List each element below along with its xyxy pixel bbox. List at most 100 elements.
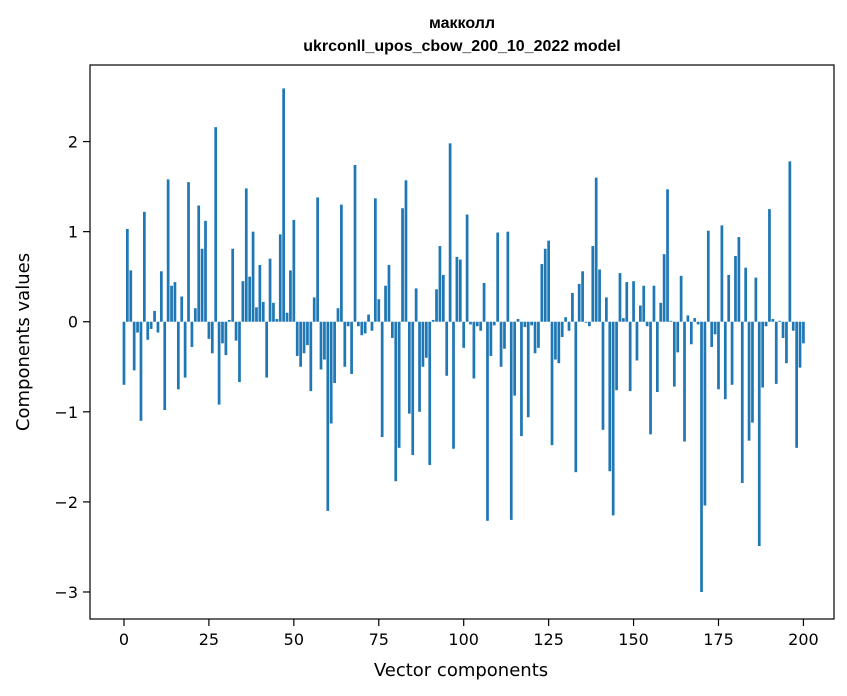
- bar: [129, 270, 133, 322]
- bar: [265, 321, 269, 378]
- bar: [734, 255, 737, 322]
- bar: [350, 321, 353, 374]
- bar: [377, 299, 381, 322]
- bar: [506, 231, 510, 322]
- bar: [492, 321, 496, 326]
- bar: [207, 321, 211, 339]
- bar: [469, 321, 472, 325]
- bar: [204, 220, 207, 322]
- bar: [292, 219, 296, 322]
- bar: [343, 321, 347, 367]
- bar: [520, 321, 523, 437]
- bar: [703, 321, 707, 506]
- bar: [241, 281, 245, 322]
- bar: [486, 321, 489, 521]
- bar: [411, 321, 415, 456]
- bar: [710, 321, 714, 347]
- bar: [754, 277, 758, 322]
- bar: [557, 321, 561, 364]
- bar: [166, 179, 170, 322]
- bar: [227, 319, 231, 322]
- bar: [472, 321, 476, 379]
- bar: [764, 321, 768, 327]
- x-axis-label: Vector components: [374, 660, 548, 681]
- bar: [159, 271, 163, 322]
- bar: [200, 248, 204, 322]
- bar: [282, 88, 285, 322]
- bar: [231, 248, 235, 322]
- bar: [170, 285, 173, 322]
- y-tick-label: 2: [68, 133, 78, 152]
- bar: [424, 321, 428, 358]
- bar: [713, 321, 717, 335]
- plot-frame: [89, 64, 835, 620]
- x-axis-ticks: 0 25 50 75 100 125 150 175 200: [119, 619, 819, 649]
- bar: [132, 321, 136, 371]
- x-tick-label: 75: [369, 630, 389, 649]
- bar: [737, 237, 741, 322]
- bar: [533, 321, 537, 354]
- bar: [458, 259, 462, 322]
- bar: [180, 296, 184, 322]
- bar: [608, 321, 612, 472]
- bar: [526, 321, 530, 418]
- bar: [700, 321, 703, 592]
- bar: [173, 282, 177, 322]
- bar: [740, 321, 744, 483]
- bar: [781, 321, 785, 338]
- bar: [605, 297, 608, 322]
- bar: [503, 321, 506, 349]
- bar: [632, 281, 635, 322]
- bar: [448, 143, 452, 322]
- bar: [299, 321, 302, 367]
- bar: [802, 321, 805, 344]
- y-tick-label: −2: [54, 493, 78, 512]
- bar: [221, 321, 224, 344]
- bar: [571, 292, 574, 322]
- bar: [326, 321, 330, 511]
- bar: [574, 321, 578, 473]
- x-tick-label: 150: [618, 630, 649, 649]
- bar: [778, 320, 781, 322]
- bar: [353, 164, 357, 322]
- bar: [210, 321, 214, 354]
- y-tick-label: −3: [54, 583, 78, 602]
- bar: [431, 319, 435, 322]
- bar: [642, 285, 646, 322]
- bar: [407, 321, 411, 414]
- bar: [251, 231, 255, 322]
- bar: [176, 321, 180, 390]
- x-tick-label: 0: [119, 630, 129, 649]
- bar: [146, 321, 150, 340]
- bar: [278, 234, 282, 322]
- bar: [669, 320, 673, 322]
- bar: [540, 264, 544, 322]
- x-tick-label: 175: [703, 630, 734, 649]
- bar: [401, 208, 404, 322]
- bar: [547, 240, 550, 322]
- bar: [126, 228, 129, 322]
- bar: [679, 275, 683, 322]
- x-tick-label: 50: [284, 630, 304, 649]
- bar: [567, 321, 571, 331]
- bar: [591, 246, 595, 322]
- bar: [183, 321, 187, 378]
- bar: [652, 285, 656, 322]
- bar: [516, 319, 520, 322]
- bar: [289, 270, 292, 322]
- bar: [323, 321, 326, 360]
- bar: [554, 321, 557, 360]
- bar: [370, 321, 374, 331]
- y-tick-label: −1: [54, 403, 78, 422]
- bar: [329, 321, 333, 424]
- bar: [588, 321, 591, 327]
- bar: [628, 321, 632, 392]
- bar: [655, 321, 659, 392]
- bars-group: [122, 88, 805, 592]
- bar: [475, 321, 479, 327]
- bar: [438, 246, 442, 322]
- bar: [513, 321, 517, 396]
- bar: [312, 297, 316, 322]
- bar: [153, 310, 156, 322]
- bar: [217, 321, 221, 405]
